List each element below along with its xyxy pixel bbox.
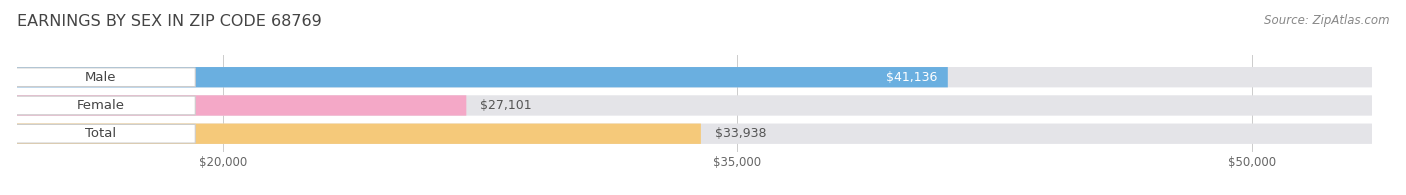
Text: $27,101: $27,101	[479, 99, 531, 112]
Text: $41,136: $41,136	[886, 71, 938, 84]
FancyBboxPatch shape	[7, 68, 195, 87]
Text: Male: Male	[86, 71, 117, 84]
FancyBboxPatch shape	[17, 95, 467, 116]
Text: $33,938: $33,938	[714, 127, 766, 140]
FancyBboxPatch shape	[17, 95, 1372, 116]
Text: Total: Total	[86, 127, 117, 140]
FancyBboxPatch shape	[17, 124, 1372, 144]
FancyBboxPatch shape	[7, 124, 195, 143]
FancyBboxPatch shape	[7, 96, 195, 115]
FancyBboxPatch shape	[17, 124, 700, 144]
Text: Source: ZipAtlas.com: Source: ZipAtlas.com	[1264, 14, 1389, 27]
FancyBboxPatch shape	[17, 67, 1372, 87]
Text: Female: Female	[77, 99, 125, 112]
FancyBboxPatch shape	[17, 67, 948, 87]
Text: EARNINGS BY SEX IN ZIP CODE 68769: EARNINGS BY SEX IN ZIP CODE 68769	[17, 14, 322, 29]
